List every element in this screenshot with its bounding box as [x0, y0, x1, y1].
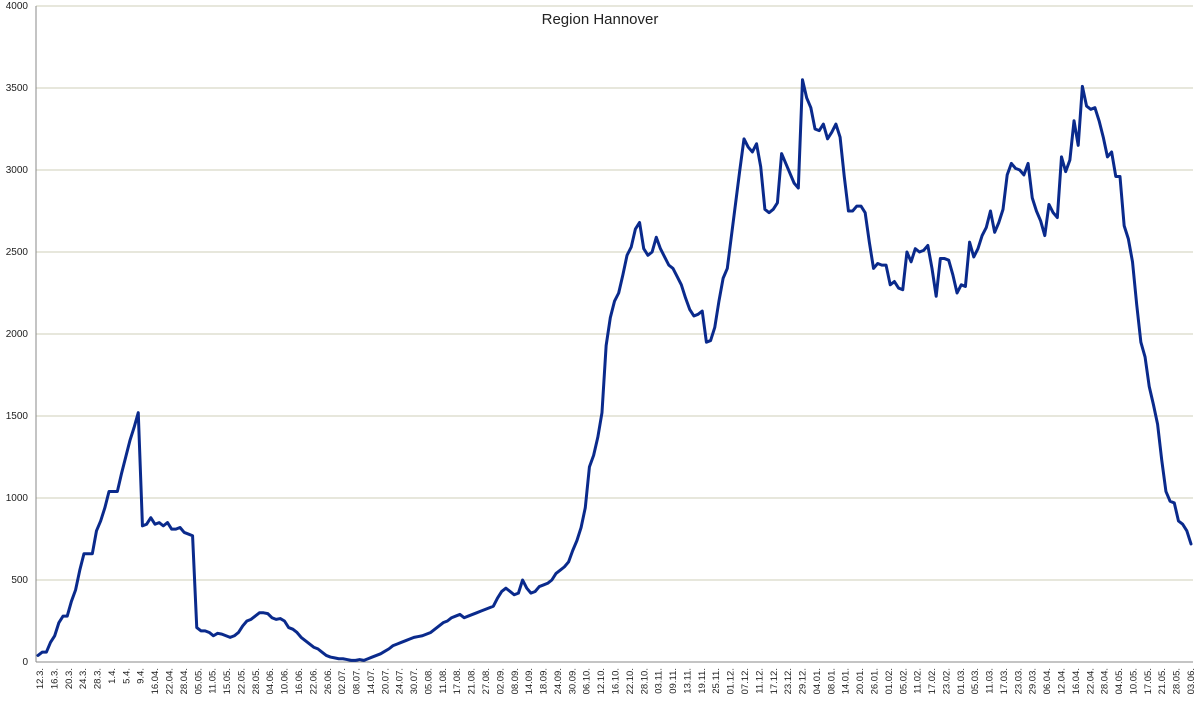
x-tick-label: 23.02. — [941, 668, 952, 694]
x-tick-label: 05.03. — [970, 668, 981, 694]
x-tick-label: 5.4. — [121, 668, 132, 684]
x-tick-label: 19.11. — [697, 668, 708, 694]
x-tick-label: 08.01. — [826, 668, 837, 694]
x-tick-label: 09.11. — [668, 668, 679, 694]
x-tick-label: 22.06. — [308, 668, 319, 694]
x-tick-label: 01.12. — [726, 668, 737, 694]
x-tick-label: 17.02. — [927, 668, 938, 694]
x-tick-label: 28.05. — [1172, 668, 1183, 694]
x-tick-label: 25.11. — [711, 668, 722, 694]
x-tick-label: 08.07. — [352, 668, 363, 694]
x-tick-label: 01.02. — [884, 668, 895, 694]
x-tick-label: 16.3. — [49, 668, 60, 689]
x-tick-label: 17.12. — [769, 668, 780, 694]
y-tick-label: 0 — [22, 657, 28, 668]
y-tick-label: 3000 — [6, 165, 29, 176]
x-tick-label: 29.12. — [798, 668, 809, 694]
x-tick-label: 14.09. — [524, 668, 535, 694]
x-tick-label: 11.08. — [438, 668, 449, 694]
x-tick-label: 01.03. — [956, 668, 967, 694]
x-tick-label: 16.04. — [150, 668, 161, 694]
x-tick-label: 16.06. — [294, 668, 305, 694]
x-tick-label: 11.12. — [754, 668, 765, 694]
x-tick-label: 16.10. — [611, 668, 622, 694]
x-tick-label: 11.05. — [208, 668, 219, 694]
x-tick-label: 24.3. — [78, 668, 89, 689]
x-tick-label: 30.07. — [409, 668, 420, 694]
x-tick-label: 12.04. — [1057, 668, 1068, 694]
x-tick-label: 04.05. — [1114, 668, 1125, 694]
y-tick-label: 1000 — [6, 493, 29, 504]
x-tick-label: 20.3. — [64, 668, 75, 689]
x-tick-label: 22.05. — [236, 668, 247, 694]
x-tick-label: 18.09. — [539, 668, 550, 694]
x-tick-label: 04.06. — [265, 668, 276, 694]
y-tick-label: 3500 — [6, 83, 29, 94]
x-tick-label: 05.05. — [193, 668, 204, 694]
x-tick-label: 23.03. — [1013, 668, 1024, 694]
x-tick-label: 27.08. — [481, 668, 492, 694]
chart-title: Region Hannover — [542, 11, 659, 28]
x-tick-label: 22.04. — [164, 668, 175, 694]
x-tick-label: 11.02. — [913, 668, 924, 694]
y-tick-label: 2000 — [6, 329, 29, 340]
x-tick-label: 17.08. — [452, 668, 463, 694]
x-tick-label: 03.11. — [654, 668, 665, 694]
y-tick-label: 4000 — [6, 1, 29, 12]
series-lines — [36, 78, 1193, 662]
x-tick-label: 08.09. — [510, 668, 521, 694]
x-tick-label: 28.05. — [251, 668, 262, 694]
x-tick-label: 29.03. — [1028, 668, 1039, 694]
gridlines — [36, 5, 1193, 581]
x-tick-label: 26.06. — [323, 668, 334, 694]
x-tick-label: 22.10. — [625, 668, 636, 694]
axes — [35, 6, 1193, 663]
x-tick-label: 05.02. — [898, 668, 909, 694]
x-tick-label: 24.09. — [553, 668, 564, 694]
x-tick-label: 17.03. — [999, 668, 1010, 694]
x-tick-label: 28.04. — [1100, 668, 1111, 694]
x-tick-label: 04.01. — [812, 668, 823, 694]
y-tick-label: 2500 — [6, 247, 29, 258]
x-tick-label: 11.03. — [985, 668, 996, 694]
y-axis-tick-labels: 0 500 1000 1500 2000 2500 3000 3500 4000 — [6, 1, 29, 668]
x-tick-label: 28.10. — [639, 668, 650, 694]
x-tick-label: 24.07. — [395, 668, 406, 694]
x-tick-label: 15.05. — [222, 668, 233, 694]
x-tick-label: 22.04. — [1085, 668, 1096, 694]
x-tick-label: 03.06. — [1186, 668, 1197, 694]
x-tick-label: 9.4. — [136, 668, 147, 684]
x-tick-label: 10.06. — [280, 668, 291, 694]
x-tick-label: 23.12. — [783, 668, 794, 694]
x-tick-label: 05.08. — [423, 668, 434, 694]
x-tick-label: 28.04. — [179, 668, 190, 694]
x-tick-label: 16.04. — [1071, 668, 1082, 694]
x-tick-label: 02.07. — [337, 668, 348, 694]
series-line — [36, 78, 1193, 662]
y-tick-label: 500 — [11, 575, 28, 586]
x-tick-label: 17.05. — [1143, 668, 1154, 694]
x-tick-label: 12.10. — [596, 668, 607, 694]
x-tick-label: 06.10. — [582, 668, 593, 694]
x-tick-label: 1.4. — [107, 668, 118, 684]
x-tick-label: 30.09. — [567, 668, 578, 694]
x-tick-label: 21.08. — [467, 668, 478, 694]
y-tick-label: 1500 — [6, 411, 29, 422]
x-tick-label: 12.3. — [35, 668, 46, 689]
x-axis-tick-labels: 12.3. 16.3. 20.3. 24.3. 28.3. 1.4. 5.4. 9.4. 16.… — [35, 668, 1197, 694]
x-tick-label: 14.07. — [366, 668, 377, 694]
x-tick-label: 06.04. — [1042, 668, 1053, 694]
x-tick-label: 28.3. — [93, 668, 104, 689]
x-tick-label: 07.12. — [740, 668, 751, 694]
x-tick-label: 10.05. — [1128, 668, 1139, 694]
x-tick-label: 14.01. — [841, 668, 852, 694]
x-tick-label: 20.01. — [855, 668, 866, 694]
x-tick-label: 21.05. — [1157, 668, 1168, 694]
x-tick-label: 26.01. — [869, 668, 880, 694]
x-tick-label: 20.07. — [380, 668, 391, 694]
x-tick-label: 13.11. — [682, 668, 693, 694]
x-tick-label: 02.09. — [495, 668, 506, 694]
